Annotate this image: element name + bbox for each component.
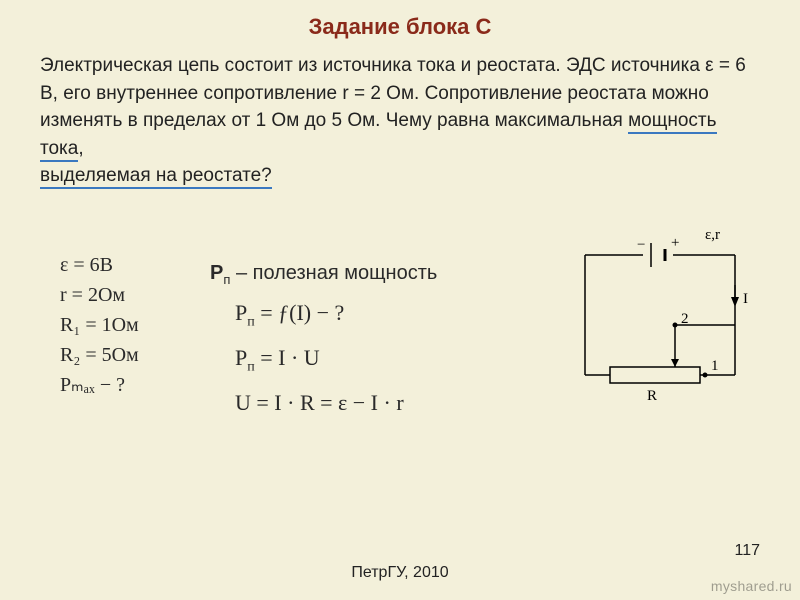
- f1-right: = ƒ(I) − ?: [255, 300, 345, 325]
- circuit-plus: +: [671, 235, 679, 251]
- f1-left: P: [235, 300, 247, 325]
- circuit-node-2: 2: [681, 311, 689, 327]
- f1-sub: п: [247, 314, 255, 329]
- useful-power-label: Pп – полезная мощность: [210, 262, 437, 287]
- given-line-5: Pₘₐₓ − ?: [60, 370, 139, 400]
- given-line-1: ε = 6В: [60, 250, 139, 280]
- pp-rest: – полезная мощность: [230, 262, 437, 284]
- circuit-I-label: I: [743, 291, 748, 307]
- problem-underline-2: выделяемая на реостате?: [40, 165, 272, 189]
- circuit-R-label: R: [647, 388, 657, 404]
- f2-sub: п: [247, 359, 255, 374]
- footer-text: ПетрГУ, 2010: [0, 564, 800, 582]
- problem-text: Электрическая цепь состоит из источника …: [40, 52, 760, 190]
- pp-bold: P: [210, 262, 223, 284]
- given-line-3: R₁ = 1Ом: [60, 310, 139, 340]
- page-title: Задание блока С: [0, 14, 800, 40]
- page-number: 117: [734, 542, 760, 560]
- circuit-diagram: ε,r − + I 2 1 R: [555, 225, 760, 415]
- formula-1: Pп = ƒ(I) − ?: [235, 295, 404, 334]
- given-block: ε = 6В r = 2Ом R₁ = 1Ом R₂ = 5Ом Pₘₐₓ − …: [60, 250, 139, 400]
- formula-3: U = I · R = ε − I · r: [235, 385, 404, 420]
- formula-2: Pп = I · U: [235, 340, 404, 379]
- watermark: myshared.ru: [711, 578, 792, 594]
- given-line-4: R₂ = 5Ом: [60, 340, 139, 370]
- f2-left: P: [235, 345, 247, 370]
- problem-part-2: ,: [78, 138, 83, 159]
- circuit-node-1: 1: [711, 358, 719, 374]
- f2-right: = I · U: [255, 345, 320, 370]
- circuit-eps-label: ε,r: [705, 227, 720, 243]
- formulas-block: Pп = ƒ(I) − ? Pп = I · U U = I · R = ε −…: [235, 295, 404, 426]
- circuit-minus: −: [637, 237, 645, 253]
- given-line-2: r = 2Ом: [60, 280, 139, 310]
